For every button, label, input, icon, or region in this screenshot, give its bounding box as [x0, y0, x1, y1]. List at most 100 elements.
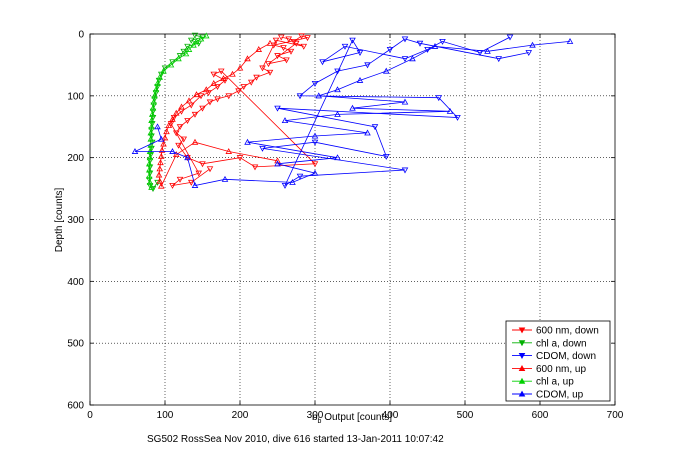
legend-entry: 600 nm, down: [512, 326, 599, 337]
x-tick-label: 600: [532, 410, 549, 421]
legend-label: chl a, up: [536, 377, 574, 388]
data-point: [435, 95, 443, 102]
data-point: [214, 84, 221, 90]
x-tick-label: 0: [87, 410, 93, 421]
data-point: [274, 105, 281, 112]
data-point: [210, 71, 218, 78]
data-point: [225, 93, 233, 100]
data-point: [283, 57, 290, 64]
data-point: [193, 37, 200, 44]
data-point: [148, 183, 155, 190]
data-point: [265, 61, 272, 68]
data-point: [157, 159, 164, 166]
data-point: [146, 154, 154, 161]
data-point: [247, 79, 255, 86]
data-point: [315, 92, 323, 99]
data-point: [180, 136, 188, 143]
data-point: [193, 91, 200, 98]
data-point: [131, 148, 139, 154]
data-point: [154, 80, 161, 86]
data-point: [334, 68, 341, 75]
data-point: [160, 140, 167, 147]
legend-box: [505, 320, 611, 402]
data-point: [319, 59, 326, 66]
data-point: [190, 41, 197, 48]
data-point: [244, 55, 251, 62]
data-point: [217, 68, 225, 75]
series-cdom-down: [259, 34, 533, 189]
data-point: [311, 80, 319, 87]
data-point: [169, 183, 176, 189]
data-point: [236, 64, 244, 71]
data-point: [145, 160, 153, 167]
data-point: [300, 43, 308, 50]
data-point: [281, 117, 289, 124]
data-point: [152, 86, 160, 93]
data-point: [236, 155, 244, 162]
data-point: [431, 42, 439, 49]
x-tick-label: 400: [382, 410, 399, 421]
data-point: [287, 48, 295, 55]
data-point: [409, 55, 416, 62]
data-point: [158, 146, 166, 153]
data-point: [167, 61, 175, 68]
data-point: [566, 37, 574, 44]
series-line: [158, 42, 278, 188]
data-point: [172, 151, 180, 158]
data-point: [195, 170, 203, 177]
data-point: [292, 40, 300, 47]
x-axis-label-rest: Output [counts]: [321, 412, 392, 423]
legend-label: CDOM, down: [536, 351, 596, 362]
data-point: [148, 110, 156, 117]
data-point: [184, 118, 191, 124]
x-tick-label: 200: [232, 410, 249, 421]
data-point: [182, 50, 190, 57]
data-point: [148, 123, 155, 130]
legend-entry: 600 nm, up: [512, 364, 586, 375]
legend-marker: [518, 377, 526, 384]
data-point: [172, 109, 180, 116]
data-point: [259, 145, 266, 152]
legend-marker: [518, 390, 526, 397]
data-point: [382, 67, 390, 74]
data-point: [157, 135, 165, 142]
data-point: [176, 176, 184, 183]
data-point: [484, 47, 491, 54]
data-point: [356, 50, 364, 56]
data-point: [210, 80, 218, 86]
data-point: [371, 124, 379, 131]
x-axis-label-main: b: [312, 412, 318, 423]
data-point: [244, 138, 251, 145]
data-point: [187, 37, 195, 44]
data-point: [386, 46, 394, 53]
data-point: [454, 114, 461, 121]
data-point: [206, 166, 214, 173]
data-point: [191, 111, 199, 118]
y-tick-label: 0: [78, 30, 84, 41]
series-line: [262, 36, 529, 187]
data-point: [199, 161, 206, 168]
x-axis-label: bb Output [counts]: [312, 412, 392, 425]
data-point: [180, 48, 188, 55]
data-point: [446, 107, 454, 114]
data-point: [187, 179, 195, 186]
data-point: [259, 65, 266, 72]
data-point: [251, 164, 259, 171]
data-point: [191, 32, 199, 39]
series-600-nm-up: [155, 39, 281, 189]
data-point: [274, 160, 281, 167]
legend-label: chl a, down: [536, 338, 587, 349]
data-point: [304, 35, 311, 42]
data-point: [266, 69, 274, 76]
data-point: [364, 62, 371, 69]
data-point: [311, 161, 319, 168]
y-axis-label: Depth [counts]: [54, 188, 65, 253]
data-point: [349, 104, 356, 111]
data-point: [506, 34, 514, 41]
data-point: [202, 32, 210, 39]
data-point: [296, 173, 304, 180]
data-point: [525, 50, 533, 56]
legend-entry: chl a, up: [512, 377, 574, 388]
data-point: [197, 93, 205, 100]
